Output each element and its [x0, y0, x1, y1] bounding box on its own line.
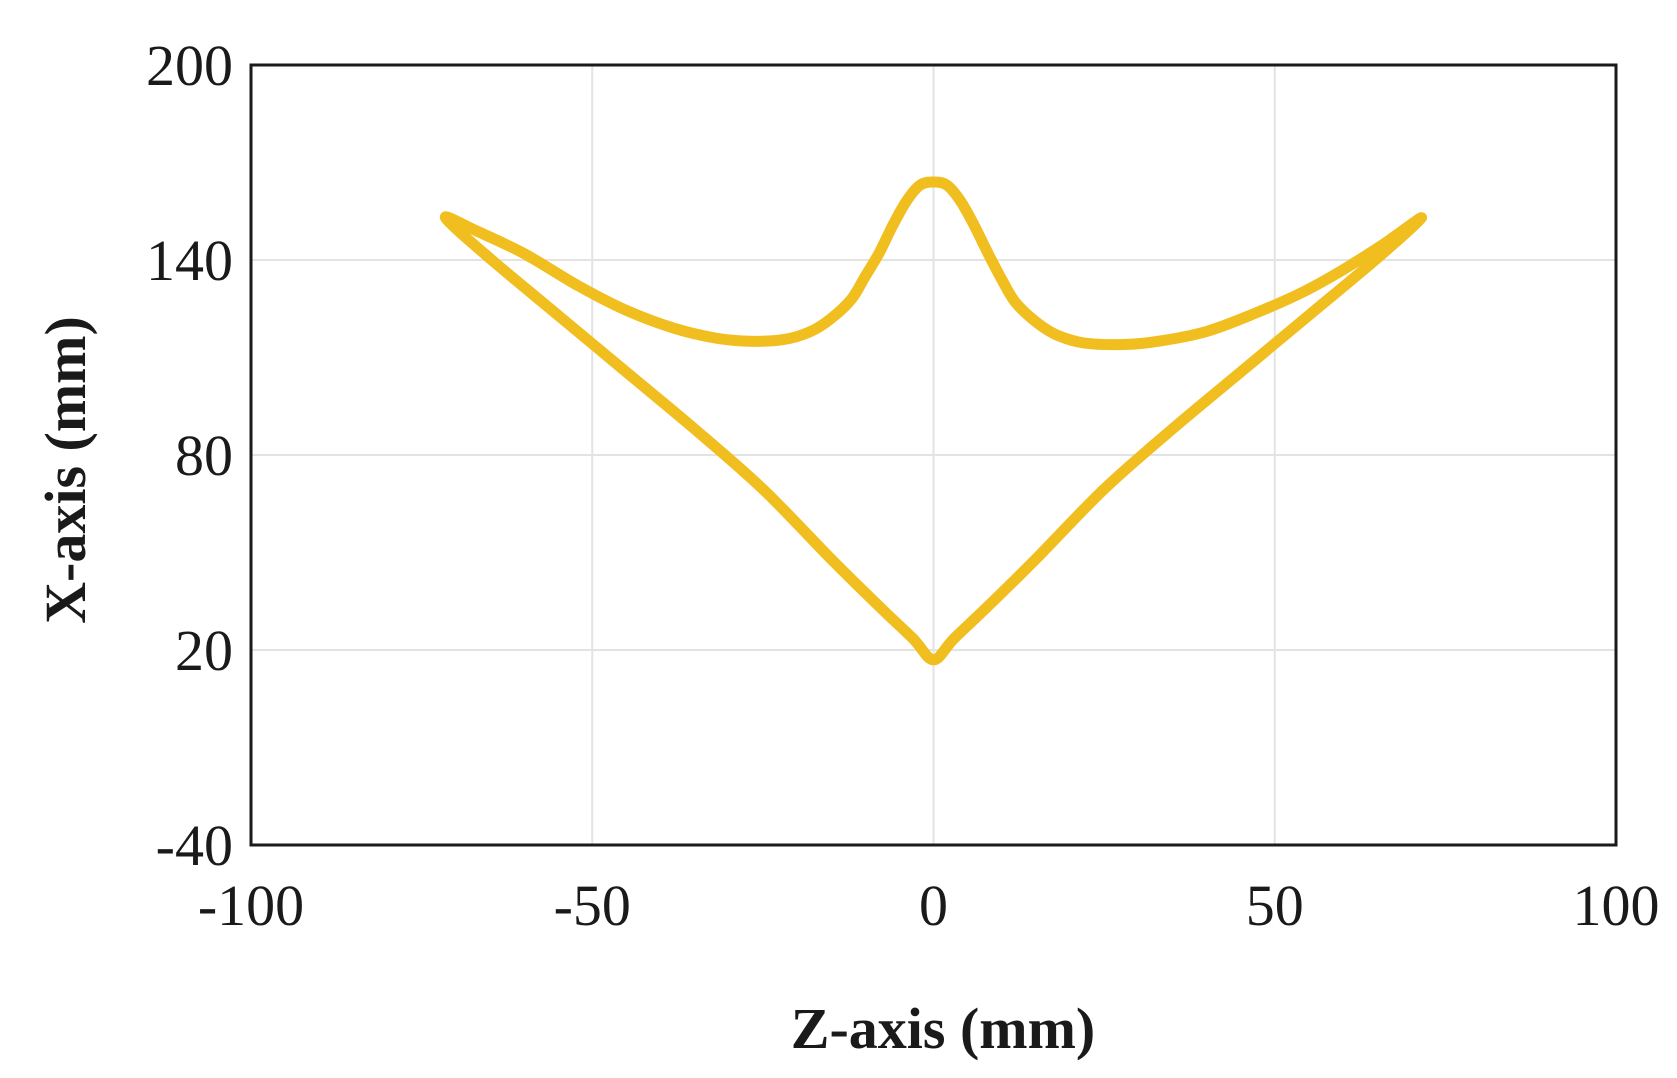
series-curve: [440, 176, 1428, 666]
y-axis-title: X-axis (mm): [33, 316, 98, 624]
x-tick-label: -50: [554, 873, 631, 938]
y-tick-label: 80: [175, 423, 233, 488]
y-tick-label: 200: [146, 33, 233, 98]
y-tick-label: 140: [146, 228, 233, 293]
y-tick-labels: -40 20 80 140 200: [146, 33, 233, 878]
x-tick-labels: -100 -50 0 50 100: [198, 873, 1660, 938]
y-tick-label: -40: [156, 813, 233, 878]
plot-frame: [249, 63, 1618, 847]
y-tick-label: 20: [175, 618, 233, 683]
series-layer: [440, 176, 1428, 666]
x-tick-label: 50: [1246, 873, 1304, 938]
x-tick-label: -100: [198, 873, 304, 938]
x-tick-label: 0: [919, 873, 948, 938]
x-tick-label: 100: [1573, 873, 1660, 938]
grid-lines: [251, 65, 1616, 845]
x-axis-title: Z-axis (mm): [791, 996, 1095, 1061]
